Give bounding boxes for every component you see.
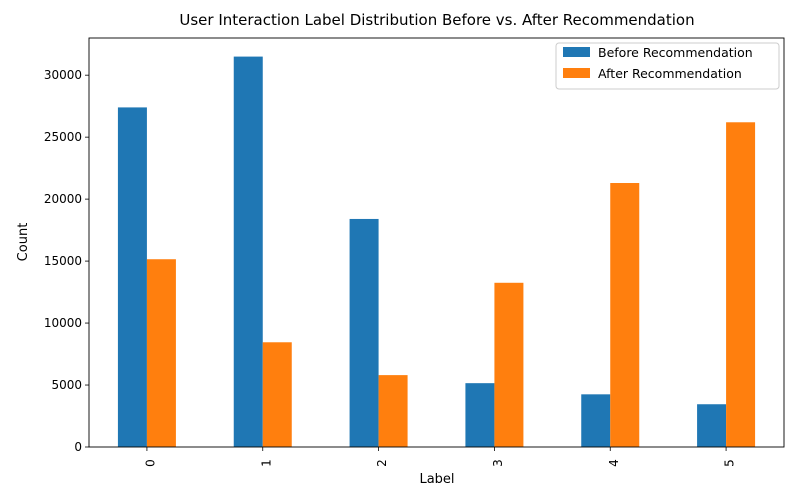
legend-label-after: After Recommendation	[598, 66, 742, 81]
legend-swatch-before	[563, 47, 590, 57]
legend-swatch-after	[563, 68, 590, 78]
x-tick-label: 1	[259, 459, 273, 467]
bar-after-2	[378, 375, 408, 447]
bar-after-5	[726, 122, 756, 448]
x-axis-ticks: 0 1 2 3 4 5	[143, 447, 737, 467]
chart-title: User Interaction Label Distribution Befo…	[179, 11, 694, 29]
bar-before-1	[233, 56, 263, 447]
bar-before-0	[117, 107, 147, 447]
x-tick-label: 4	[607, 459, 621, 467]
legend: Before Recommendation After Recommendati…	[555, 42, 780, 90]
y-tick-label: 30000	[44, 68, 82, 82]
y-tick-label: 0	[74, 440, 82, 454]
bar-after-0	[146, 259, 176, 447]
bar-after-3	[494, 282, 524, 447]
y-tick-label: 20000	[44, 192, 82, 206]
x-tick-label: 0	[143, 459, 157, 467]
y-tick-label: 5000	[51, 378, 82, 392]
bar-before-5	[697, 404, 727, 447]
bars-group	[117, 56, 756, 448]
plot-frame	[88, 37, 785, 448]
bar-before-4	[581, 394, 611, 447]
bar-before-3	[465, 383, 495, 447]
bar-before-2	[349, 218, 379, 447]
legend-box	[555, 42, 780, 90]
y-axis-label: Count	[16, 223, 31, 262]
legend-label-before: Before Recommendation	[598, 45, 753, 60]
y-axis-ticks: 0 5000 10000 15000 20000 25000 30000	[44, 68, 89, 454]
x-axis-label: Label	[419, 472, 454, 487]
x-tick-label: 3	[491, 459, 505, 467]
bar-after-4	[610, 183, 640, 447]
y-tick-label: 25000	[44, 130, 82, 144]
y-tick-label: 10000	[44, 316, 82, 330]
y-tick-label: 15000	[44, 254, 82, 268]
x-tick-label: 2	[375, 459, 389, 467]
x-tick-label: 5	[723, 459, 737, 467]
bar-after-1	[262, 342, 292, 447]
